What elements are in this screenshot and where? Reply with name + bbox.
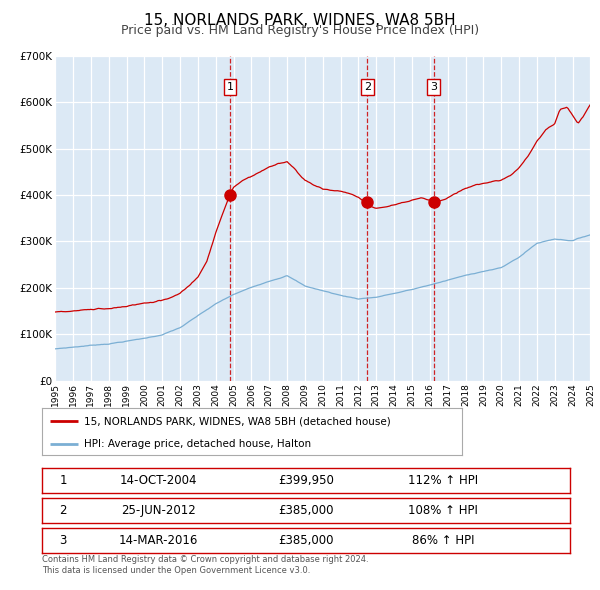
Text: Contains HM Land Registry data © Crown copyright and database right 2024.
This d: Contains HM Land Registry data © Crown c… (42, 555, 368, 575)
Text: 15, NORLANDS PARK, WIDNES, WA8 5BH (detached house): 15, NORLANDS PARK, WIDNES, WA8 5BH (deta… (84, 417, 391, 427)
Text: 14-MAR-2016: 14-MAR-2016 (118, 534, 198, 547)
Text: £385,000: £385,000 (278, 504, 334, 517)
Text: 112% ↑ HPI: 112% ↑ HPI (408, 474, 478, 487)
Text: 25-JUN-2012: 25-JUN-2012 (121, 504, 196, 517)
Text: 3: 3 (59, 534, 67, 547)
Text: 2: 2 (364, 82, 371, 92)
Text: 108% ↑ HPI: 108% ↑ HPI (409, 504, 478, 517)
Text: HPI: Average price, detached house, Halton: HPI: Average price, detached house, Halt… (84, 439, 311, 448)
Text: 14-OCT-2004: 14-OCT-2004 (119, 474, 197, 487)
Text: £399,950: £399,950 (278, 474, 334, 487)
Text: 2: 2 (59, 504, 67, 517)
Text: 15, NORLANDS PARK, WIDNES, WA8 5BH: 15, NORLANDS PARK, WIDNES, WA8 5BH (144, 13, 456, 28)
Text: 1: 1 (226, 82, 233, 92)
Text: 3: 3 (430, 82, 437, 92)
Text: 86% ↑ HPI: 86% ↑ HPI (412, 534, 475, 547)
Text: £385,000: £385,000 (278, 534, 334, 547)
Text: Price paid vs. HM Land Registry's House Price Index (HPI): Price paid vs. HM Land Registry's House … (121, 24, 479, 37)
Text: 1: 1 (59, 474, 67, 487)
